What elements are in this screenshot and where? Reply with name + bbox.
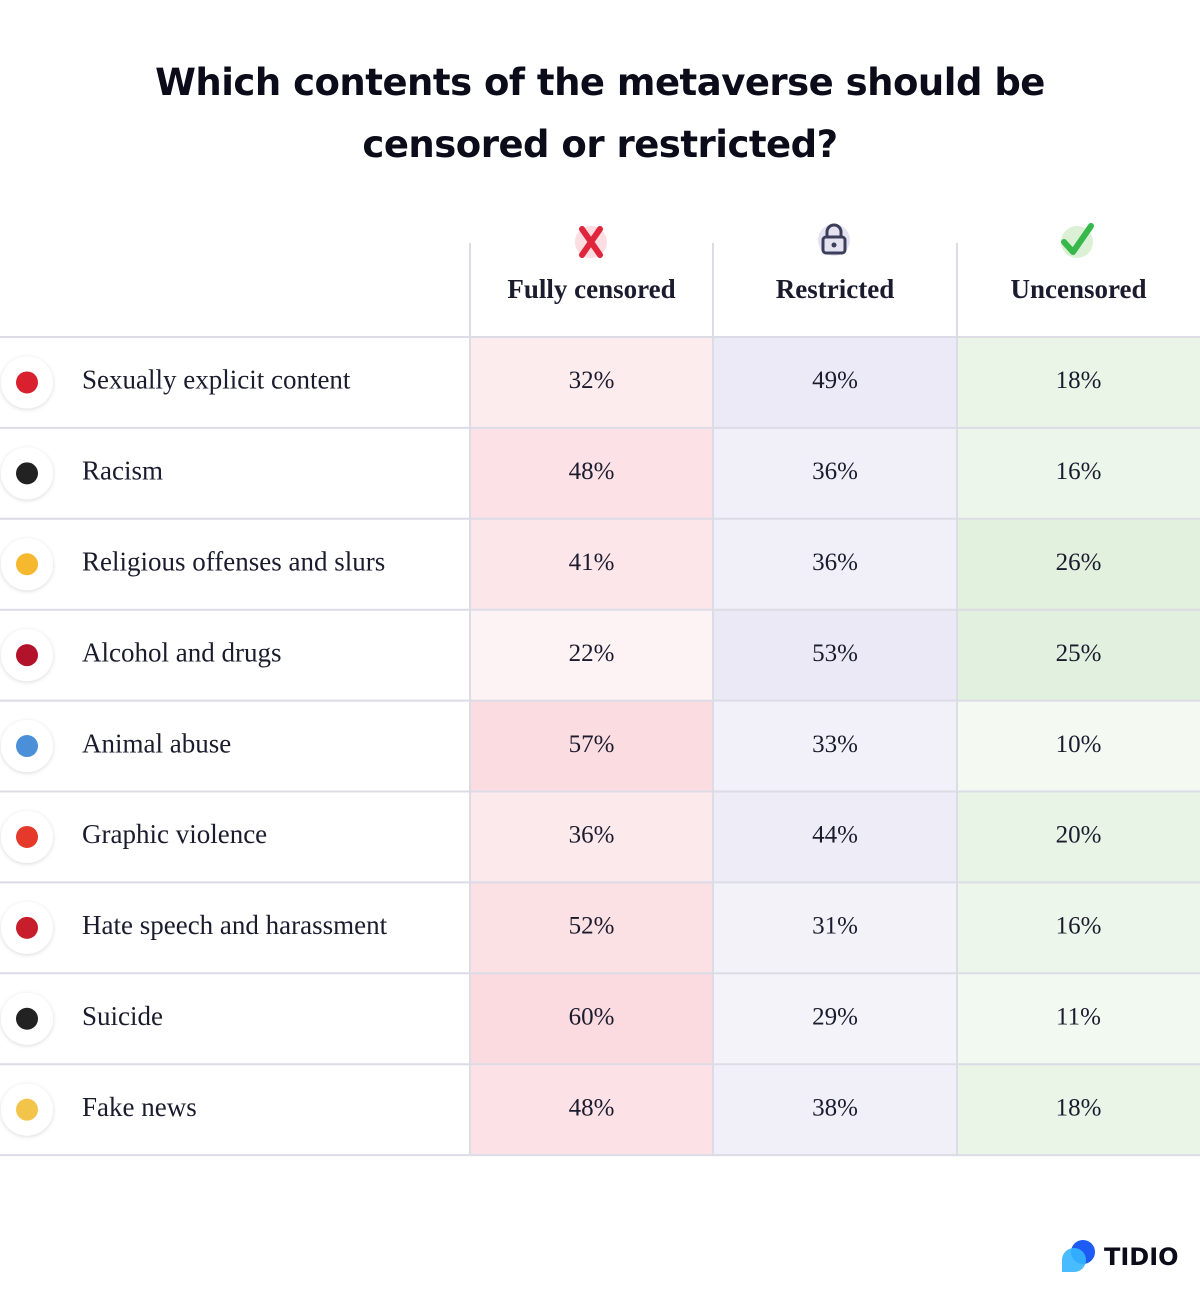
row-label: Graphic violence [82,819,267,849]
cell-bg [957,518,1200,610]
cell-value: 33% [812,731,858,758]
logo-mark [1062,1240,1095,1272]
row-label: Fake news [82,1092,197,1122]
cell-bg [713,427,957,519]
column-header: Fully censored [507,274,675,304]
cell-value: 20% [1056,822,1102,849]
cell-bg [713,973,957,1065]
cell-value: 22% [569,640,615,667]
row-label: Religious offenses and slurs [82,546,385,576]
row-label: Suicide [82,1001,163,1031]
cell-bg [713,609,957,701]
cell-bg [713,882,957,974]
cell-value: 18% [1056,367,1102,394]
cell-value: 53% [812,640,858,667]
cell-value: 10% [1056,731,1102,758]
cell-bg [957,427,1200,519]
cell-value: 16% [1056,458,1102,485]
cell-bg [470,337,713,428]
cell-bg [957,973,1200,1065]
cell-bg [957,882,1200,974]
row-icon-glyph [16,644,38,667]
row-icon-glyph [16,1098,38,1121]
cell-bg [957,609,1200,701]
cell-bg [470,518,713,610]
cell-bg [713,518,957,610]
logo-text: TIDIO [1104,1243,1179,1271]
row-icon-glyph [16,371,38,394]
cell-bg [957,1064,1200,1156]
cell-bg [713,700,957,792]
cell-bg [470,700,713,792]
cell-value: 18% [1056,1094,1102,1121]
row-icon-glyph [16,825,38,848]
cell-value: 29% [812,1003,858,1030]
cell-value: 16% [1056,913,1102,940]
title: Which contents of the metaverse should b… [155,61,1045,166]
row-label: Animal abuse [82,728,231,758]
check-icon [1061,223,1094,258]
row-icon-glyph [16,553,38,576]
cell-value: 38% [812,1094,858,1121]
cell-bg [713,337,957,428]
cell-value: 49% [812,367,858,394]
cell-value: 48% [569,1094,615,1121]
cell-value: 32% [569,367,615,394]
cell-value: 44% [812,822,858,849]
cell-value: 36% [569,822,615,849]
lock-icon [818,223,850,256]
row-label: Racism [82,456,163,486]
cell-bg [957,791,1200,883]
row-icon-glyph [16,462,38,485]
row-label: Hate speech and harassment [82,910,388,940]
cell-bg [713,1064,957,1156]
row-icon-glyph [16,1007,38,1030]
cell-bg [470,791,713,883]
column-header: Uncensored [1010,274,1146,304]
row-icon-glyph [16,735,38,758]
censored-icon [575,226,607,258]
cell-value: 36% [812,458,858,485]
row-label: Alcohol and drugs [82,637,281,667]
row-icon-glyph [16,916,38,939]
cell-value: 25% [1056,640,1102,667]
cell-bg [470,427,713,519]
cell-bg [470,1064,713,1156]
cell-value: 36% [812,549,858,576]
cell-bg [470,882,713,974]
cell-value: 57% [569,731,615,758]
cell-bg [470,609,713,701]
cell-value: 48% [569,458,615,485]
cell-value: 60% [569,1003,615,1030]
cell-value: 31% [812,913,858,940]
cell-value: 52% [569,913,615,940]
cell-value: 26% [1056,549,1102,576]
row-label: Sexually explicit content [82,365,351,395]
cell-bg [713,791,957,883]
cell-bg [957,700,1200,792]
column-header: Restricted [776,274,894,304]
cell-value: 11% [1056,1003,1101,1030]
cell-bg [470,973,713,1065]
cell-bg [957,337,1200,428]
cell-value: 41% [569,549,615,576]
